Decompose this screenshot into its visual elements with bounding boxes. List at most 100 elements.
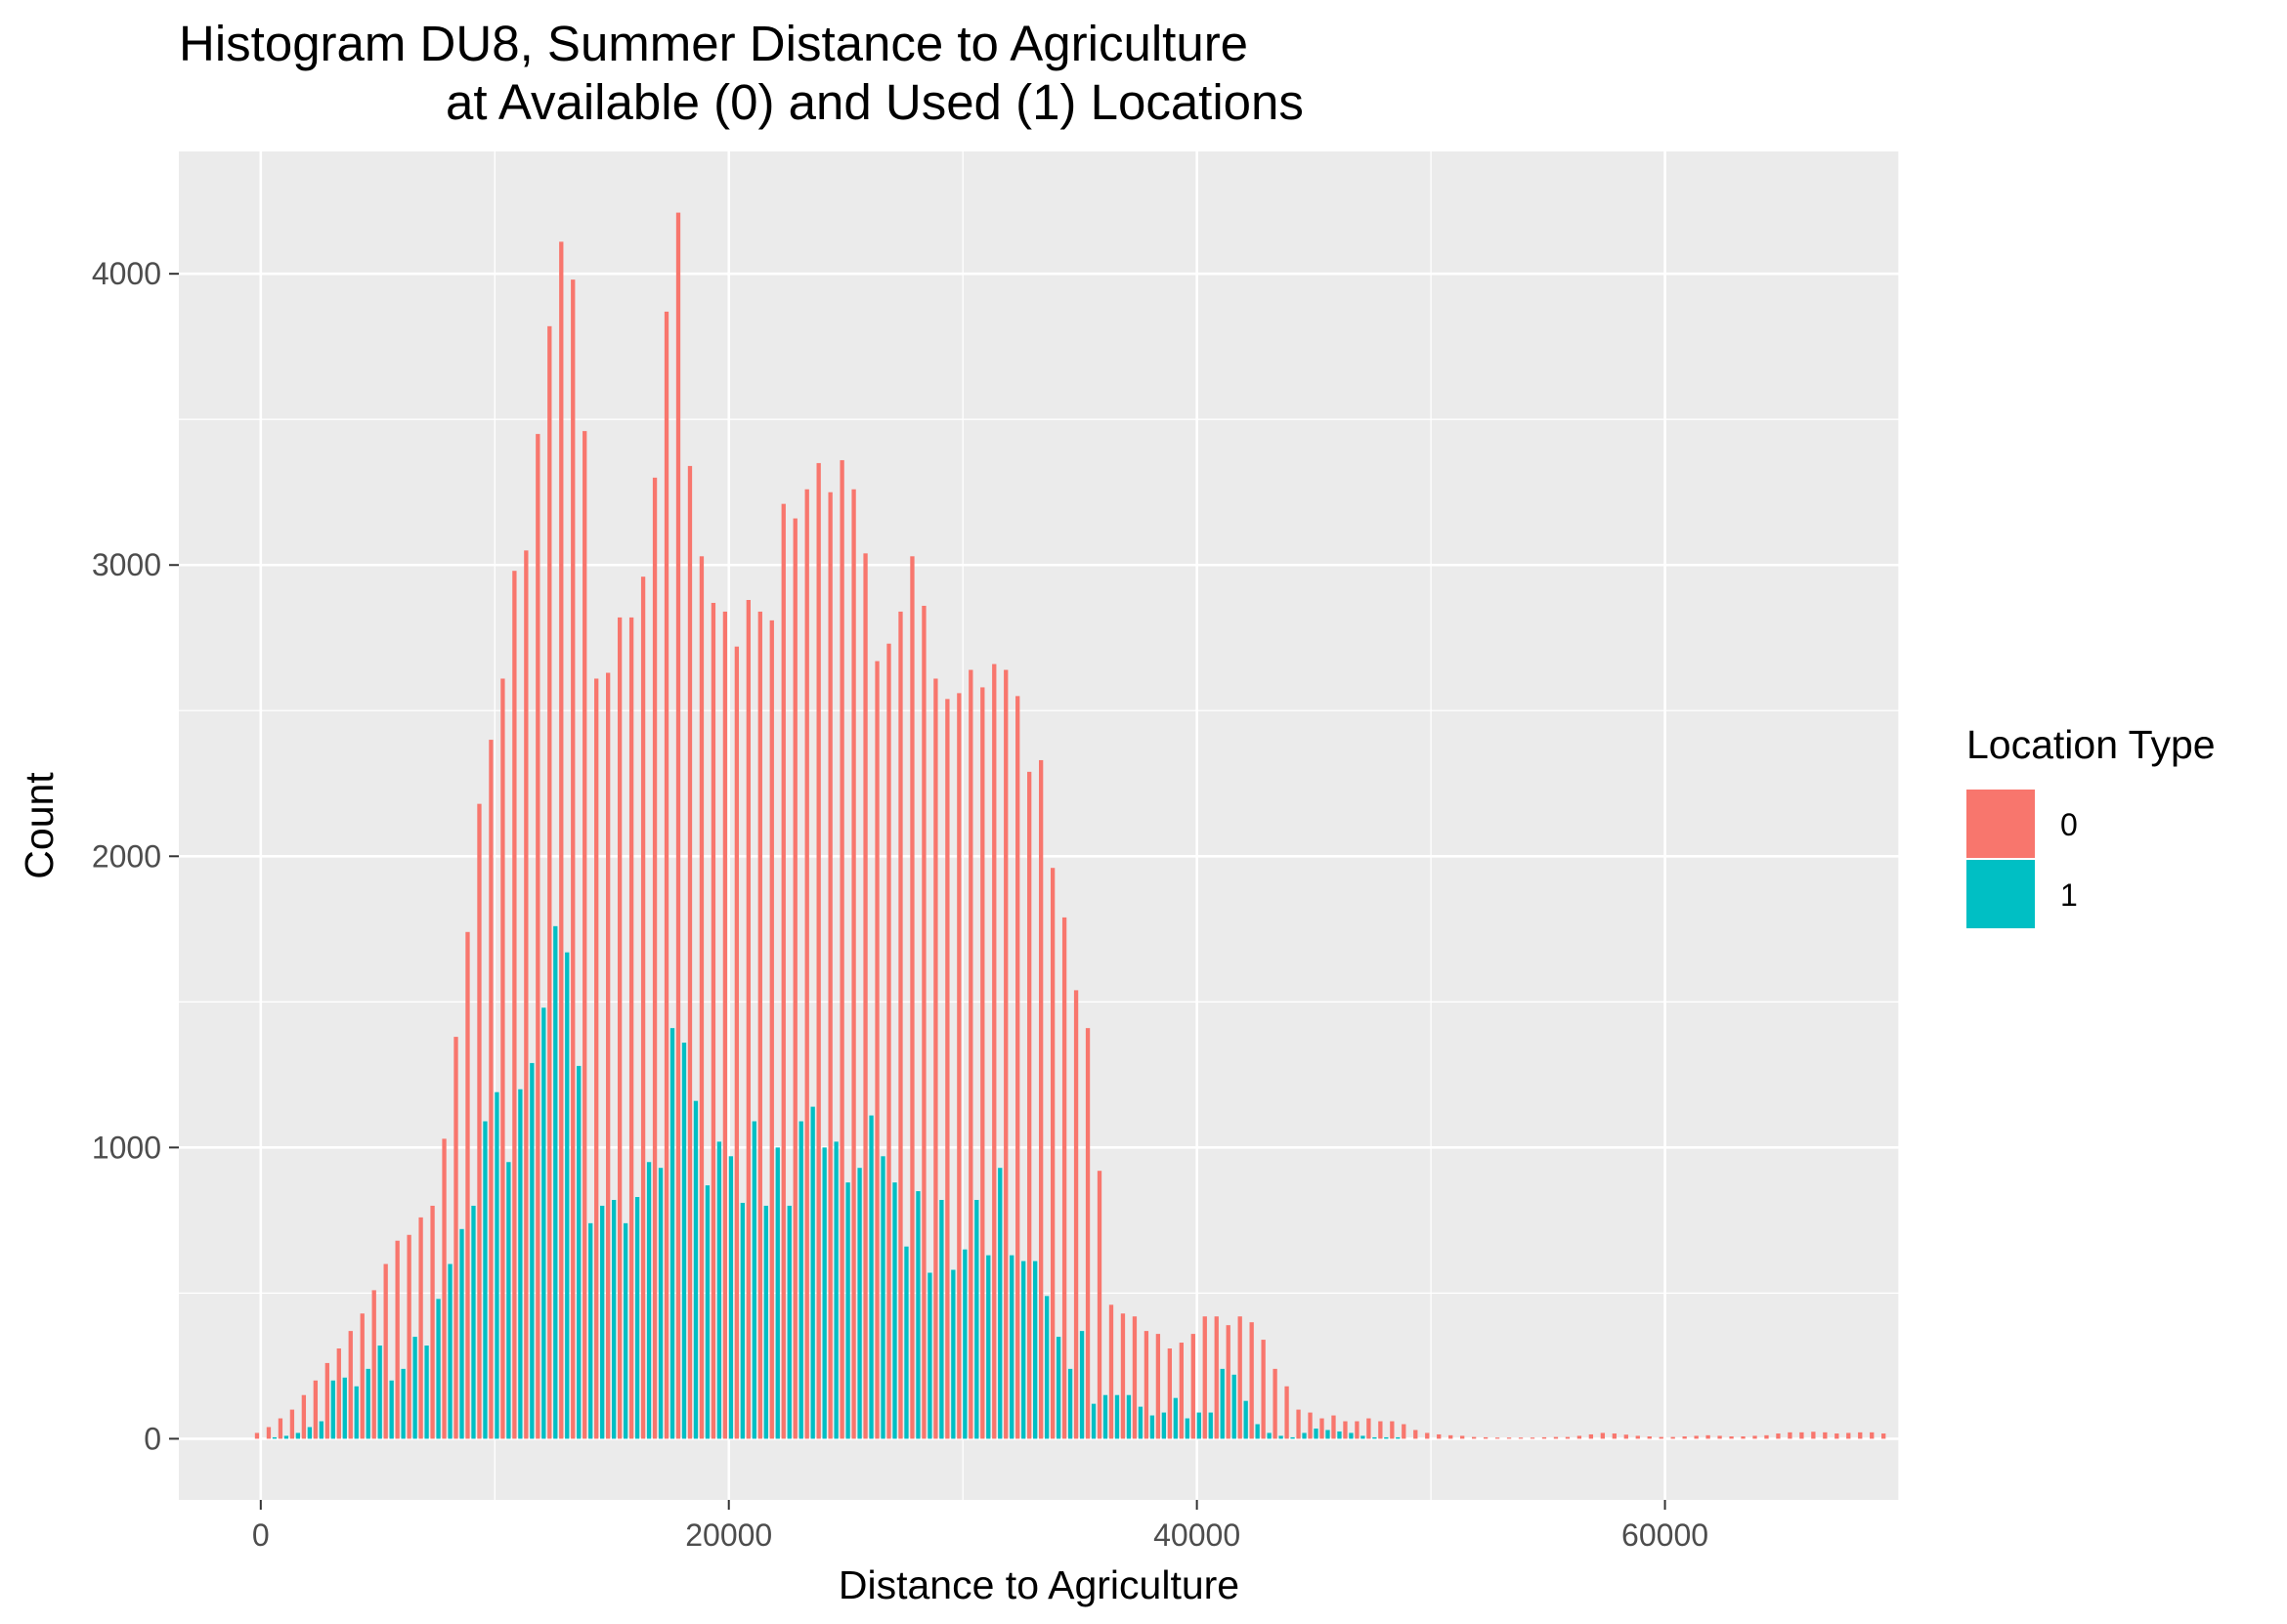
bar-series-0 [1132, 1316, 1138, 1439]
bar-series-0 [1870, 1432, 1875, 1439]
bar-series-1 [1033, 1261, 1038, 1439]
bar-series-0 [992, 663, 997, 1439]
bar-series-1 [939, 1200, 944, 1439]
bar-series-0 [1027, 771, 1032, 1439]
bar-series-0 [1226, 1325, 1230, 1439]
bar-series-1 [974, 1200, 979, 1439]
bar-series-1 [1138, 1406, 1144, 1439]
bar-series-0 [407, 1234, 411, 1439]
bar-series-1 [330, 1380, 335, 1439]
bar-series-0 [863, 553, 868, 1439]
y-tick-label: 4000 [92, 256, 161, 291]
bar-series-0 [1284, 1386, 1289, 1439]
bar-series-0 [1600, 1432, 1606, 1439]
bar-series-1 [1079, 1331, 1085, 1439]
series-1-bars [272, 925, 1401, 1439]
legend-key-0 [1966, 790, 2035, 858]
legend: Location Type 0 1 [1966, 722, 2216, 928]
bar-series-0 [769, 620, 774, 1439]
bar-series-0 [1541, 1436, 1547, 1439]
bar-series-0 [1858, 1432, 1863, 1439]
bar-series-0 [1471, 1436, 1477, 1439]
bar-series-0 [324, 1362, 329, 1439]
y-tick-label: 3000 [92, 547, 161, 582]
bar-series-1 [1102, 1394, 1108, 1439]
bar-series-0 [1296, 1409, 1301, 1439]
bar-series-0 [711, 602, 716, 1439]
bar-series-0 [804, 489, 809, 1439]
legend-key-1 [1966, 860, 2035, 928]
bar-series-1 [916, 1191, 921, 1439]
y-axis-title: Count [17, 772, 62, 879]
bar-series-1 [541, 1007, 546, 1439]
bar-series-1 [1325, 1430, 1330, 1439]
bar-series-1 [377, 1346, 382, 1439]
bar-series-0 [1717, 1435, 1722, 1439]
bar-series-1 [716, 1141, 722, 1439]
bar-series-0 [348, 1331, 353, 1439]
bar-series-0 [547, 325, 552, 1439]
bar-series-0 [1448, 1434, 1453, 1439]
bar-series-1 [600, 1205, 605, 1439]
bar-series-0 [957, 693, 962, 1439]
legend-title: Location Type [1966, 722, 2216, 767]
bar-series-0 [606, 672, 611, 1439]
bar-series-0 [628, 617, 634, 1439]
bar-series-1 [1161, 1412, 1167, 1439]
bar-series-0 [1811, 1432, 1816, 1439]
bar-series-0 [1039, 759, 1044, 1439]
x-tick-label: 60000 [1621, 1517, 1708, 1553]
bar-series-0 [1846, 1432, 1851, 1439]
bar-series-1 [1337, 1431, 1342, 1439]
bar-series-1 [366, 1368, 370, 1439]
bar-series-0 [1343, 1421, 1348, 1439]
x-tick-label: 20000 [685, 1517, 772, 1553]
bar-series-1 [752, 1121, 756, 1439]
bar-series-0 [851, 489, 856, 1439]
bar-series-0 [699, 556, 705, 1439]
bar-series-0 [1366, 1418, 1371, 1439]
bar-series-0 [722, 611, 728, 1439]
bar-series-0 [1764, 1434, 1769, 1439]
bar-series-0 [1752, 1435, 1757, 1439]
bar-series-1 [518, 1089, 523, 1439]
bar-series-0 [559, 241, 564, 1439]
bar-series-1 [307, 1427, 313, 1439]
bar-series-1 [495, 1091, 499, 1439]
bar-series-1 [951, 1269, 956, 1439]
bar-series-0 [1273, 1368, 1277, 1439]
bar-series-1 [553, 925, 558, 1439]
bar-series-1 [1067, 1368, 1073, 1439]
bar-series-0 [886, 643, 891, 1439]
bar-series-0 [1120, 1313, 1126, 1439]
bar-series-1 [1173, 1397, 1178, 1439]
bar-series-0 [1729, 1436, 1734, 1439]
bar-series-0 [687, 465, 693, 1439]
bar-series-1 [1010, 1255, 1014, 1439]
bar-series-1 [1044, 1296, 1050, 1439]
bar-series-1 [1290, 1436, 1295, 1439]
bar-series-1 [798, 1121, 803, 1439]
bar-series-1 [1196, 1412, 1201, 1439]
bar-series-1 [869, 1115, 874, 1439]
bar-series-1 [295, 1432, 301, 1439]
bar-series-0 [1413, 1430, 1418, 1439]
bar-series-0 [1881, 1433, 1886, 1439]
bar-series-0 [1588, 1433, 1594, 1439]
bar-series-1 [1267, 1432, 1272, 1439]
bar-series-0 [1823, 1432, 1828, 1439]
bar-series-1 [424, 1346, 429, 1439]
bar-series-0 [524, 550, 529, 1439]
bar-series-1 [857, 1168, 862, 1439]
bar-series-1 [1360, 1435, 1365, 1439]
bar-series-1 [1126, 1394, 1132, 1439]
bar-series-1 [565, 952, 570, 1439]
bar-series-0 [1694, 1435, 1699, 1439]
bar-series-0 [945, 699, 950, 1439]
bar-series-1 [319, 1421, 324, 1439]
bar-series-0 [816, 462, 821, 1439]
bar-series-0 [746, 600, 751, 1439]
bar-series-1 [775, 1147, 780, 1439]
bar-series-0 [1483, 1436, 1489, 1439]
